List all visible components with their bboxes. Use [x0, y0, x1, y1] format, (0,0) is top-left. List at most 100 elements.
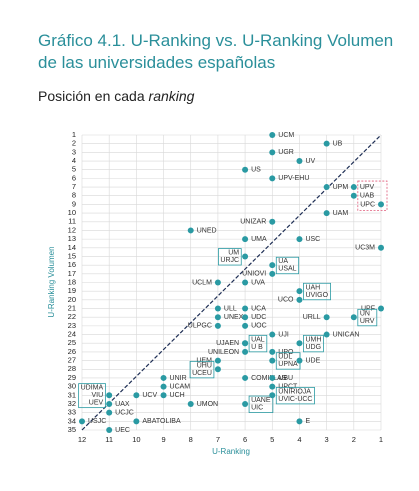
highlight-box — [357, 180, 388, 211]
point-label: UIC — [251, 405, 263, 412]
point — [133, 418, 140, 425]
point-label-group: UB — [333, 141, 343, 148]
point — [296, 236, 303, 243]
point-label: UMA — [251, 236, 267, 243]
point — [296, 296, 303, 303]
point-label-group: UJI — [278, 331, 289, 338]
y-tick-label: 35 — [68, 425, 76, 434]
point — [242, 305, 249, 312]
point-label-group: UCH — [170, 392, 185, 399]
point-label-group: UDE — [305, 357, 320, 364]
point-label: UANE — [251, 397, 271, 404]
y-tick-label: 29 — [68, 373, 76, 382]
x-axis-title: U-Ranking — [212, 447, 250, 456]
point — [269, 331, 276, 338]
point — [242, 374, 249, 381]
point-label: US — [251, 167, 261, 174]
point — [79, 418, 85, 425]
point-label-group: UCA — [251, 305, 266, 312]
point — [106, 409, 113, 416]
y-tick-label: 25 — [68, 338, 76, 347]
point-label: USC — [305, 236, 320, 243]
point-label: UCAM — [170, 383, 191, 390]
point-label: UVIC-UCC — [278, 396, 312, 403]
point — [242, 322, 249, 329]
point — [242, 253, 249, 260]
point-label: URLL — [303, 314, 321, 321]
point-label-group: UCO — [278, 297, 294, 304]
point-label: UCJC — [115, 409, 134, 416]
point — [214, 357, 221, 364]
x-tick-label: 5 — [270, 435, 274, 444]
point-label: ULPGC — [188, 323, 212, 330]
chart-subtitle: Posición en cada ranking — [38, 88, 194, 104]
x-tick-label: 3 — [325, 435, 329, 444]
point-label: UEC — [115, 427, 130, 434]
point-label: UEV — [89, 400, 104, 407]
point — [269, 383, 276, 390]
point-label-group: UEM — [196, 357, 212, 364]
y-tick-label: 1 — [72, 130, 76, 139]
label-border — [357, 308, 378, 327]
point-label: UNED — [197, 227, 217, 234]
point-label-group: UPV-EHU — [278, 175, 309, 182]
label-border — [78, 383, 106, 409]
point — [378, 305, 384, 312]
point — [214, 314, 221, 321]
y-tick-label: 20 — [68, 295, 76, 304]
point-label: UOC — [251, 323, 267, 330]
point — [242, 279, 249, 286]
point-label: UCA — [251, 305, 266, 312]
y-tick-label: 30 — [68, 382, 76, 391]
point-label: UAM — [333, 210, 349, 217]
point-label: UEM — [196, 357, 212, 364]
y-tick-label: 7 — [72, 182, 76, 191]
point-label: UNICAN — [333, 331, 360, 338]
point — [106, 400, 113, 407]
point — [269, 374, 276, 381]
point — [106, 392, 113, 399]
point-label: UPF — [361, 305, 375, 312]
point-label: ULL — [224, 305, 237, 312]
subtitle-em: ranking — [148, 88, 195, 104]
chart-title: Gráfico 4.1. U-Ranking vs. U-Ranking Vol… — [38, 31, 394, 72]
y-tick-label: 2 — [72, 139, 76, 148]
y-tick-label: 8 — [72, 191, 76, 200]
point-label: UVA — [251, 279, 265, 286]
point-label: UC3M — [355, 245, 375, 252]
x-tick-label: 7 — [216, 435, 220, 444]
y-tick-label: 3 — [72, 147, 76, 156]
point — [269, 262, 276, 269]
point-label-group: UBU — [278, 375, 293, 382]
point-label: UAL — [251, 336, 265, 343]
point — [269, 348, 276, 355]
point-label: UAB — [360, 193, 375, 200]
point-label: UCO — [278, 297, 294, 304]
point-label: UNEX — [224, 314, 244, 321]
point — [160, 392, 167, 399]
y-tick-label: 17 — [68, 269, 76, 278]
point-label: UCLM — [192, 279, 212, 286]
point — [242, 348, 249, 355]
subtitle-text: Posición en cada — [38, 88, 145, 104]
point-label: UAH — [305, 284, 320, 291]
y-tick-label: 28 — [68, 364, 76, 373]
x-tick-label: 6 — [243, 435, 247, 444]
point-label-group: UCAM — [170, 383, 191, 390]
point-label: UAX — [115, 401, 130, 408]
point-label-group: UCM — [278, 132, 294, 139]
point-label: UVIGO — [305, 292, 328, 299]
point-label: E — [305, 418, 310, 425]
grid — [81, 134, 382, 431]
point — [323, 140, 330, 147]
point-label-group: UCJC — [115, 409, 134, 416]
x-tick-label: 4 — [297, 435, 301, 444]
